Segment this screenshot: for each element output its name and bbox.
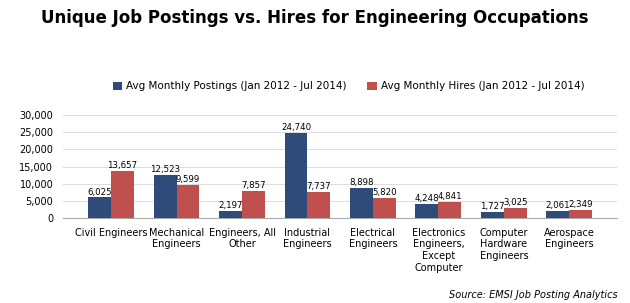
Text: 12,523: 12,523	[150, 165, 180, 174]
Bar	[285, 133, 307, 218]
Text: 7,737: 7,737	[307, 182, 331, 191]
Bar	[176, 185, 200, 218]
Text: 8,898: 8,898	[349, 178, 374, 187]
Bar	[350, 188, 373, 218]
Bar	[373, 198, 396, 218]
Bar	[88, 198, 111, 218]
Text: 9,599: 9,599	[176, 175, 200, 184]
Text: 4,248: 4,248	[415, 194, 439, 203]
Text: 6,025: 6,025	[88, 188, 112, 197]
Text: 3,025: 3,025	[503, 198, 527, 207]
Text: 7,857: 7,857	[241, 181, 266, 190]
Bar	[154, 175, 176, 218]
Bar	[219, 211, 242, 218]
Legend: Avg Monthly Postings (Jan 2012 - Jul 2014), Avg Monthly Hires (Jan 2012 - Jul 20: Avg Monthly Postings (Jan 2012 - Jul 201…	[113, 81, 585, 91]
Text: 4,841: 4,841	[437, 192, 462, 201]
Text: 2,197: 2,197	[219, 201, 243, 210]
Text: 24,740: 24,740	[281, 123, 311, 132]
Bar	[546, 211, 570, 218]
Text: Source: EMSI Job Posting Analytics: Source: EMSI Job Posting Analytics	[449, 290, 617, 300]
Bar	[504, 208, 527, 218]
Text: Unique Job Postings vs. Hires for Engineering Occupations: Unique Job Postings vs. Hires for Engine…	[41, 9, 589, 27]
Text: 2,349: 2,349	[568, 200, 593, 209]
Bar	[570, 210, 592, 218]
Bar	[438, 201, 461, 218]
Text: 13,657: 13,657	[108, 161, 137, 170]
Bar	[481, 212, 504, 218]
Bar	[415, 204, 438, 218]
Text: 1,727: 1,727	[480, 202, 505, 211]
Bar	[242, 191, 265, 218]
Bar	[111, 171, 134, 218]
Text: 2,061: 2,061	[546, 201, 570, 210]
Bar	[307, 191, 330, 218]
Text: 5,820: 5,820	[372, 188, 397, 197]
